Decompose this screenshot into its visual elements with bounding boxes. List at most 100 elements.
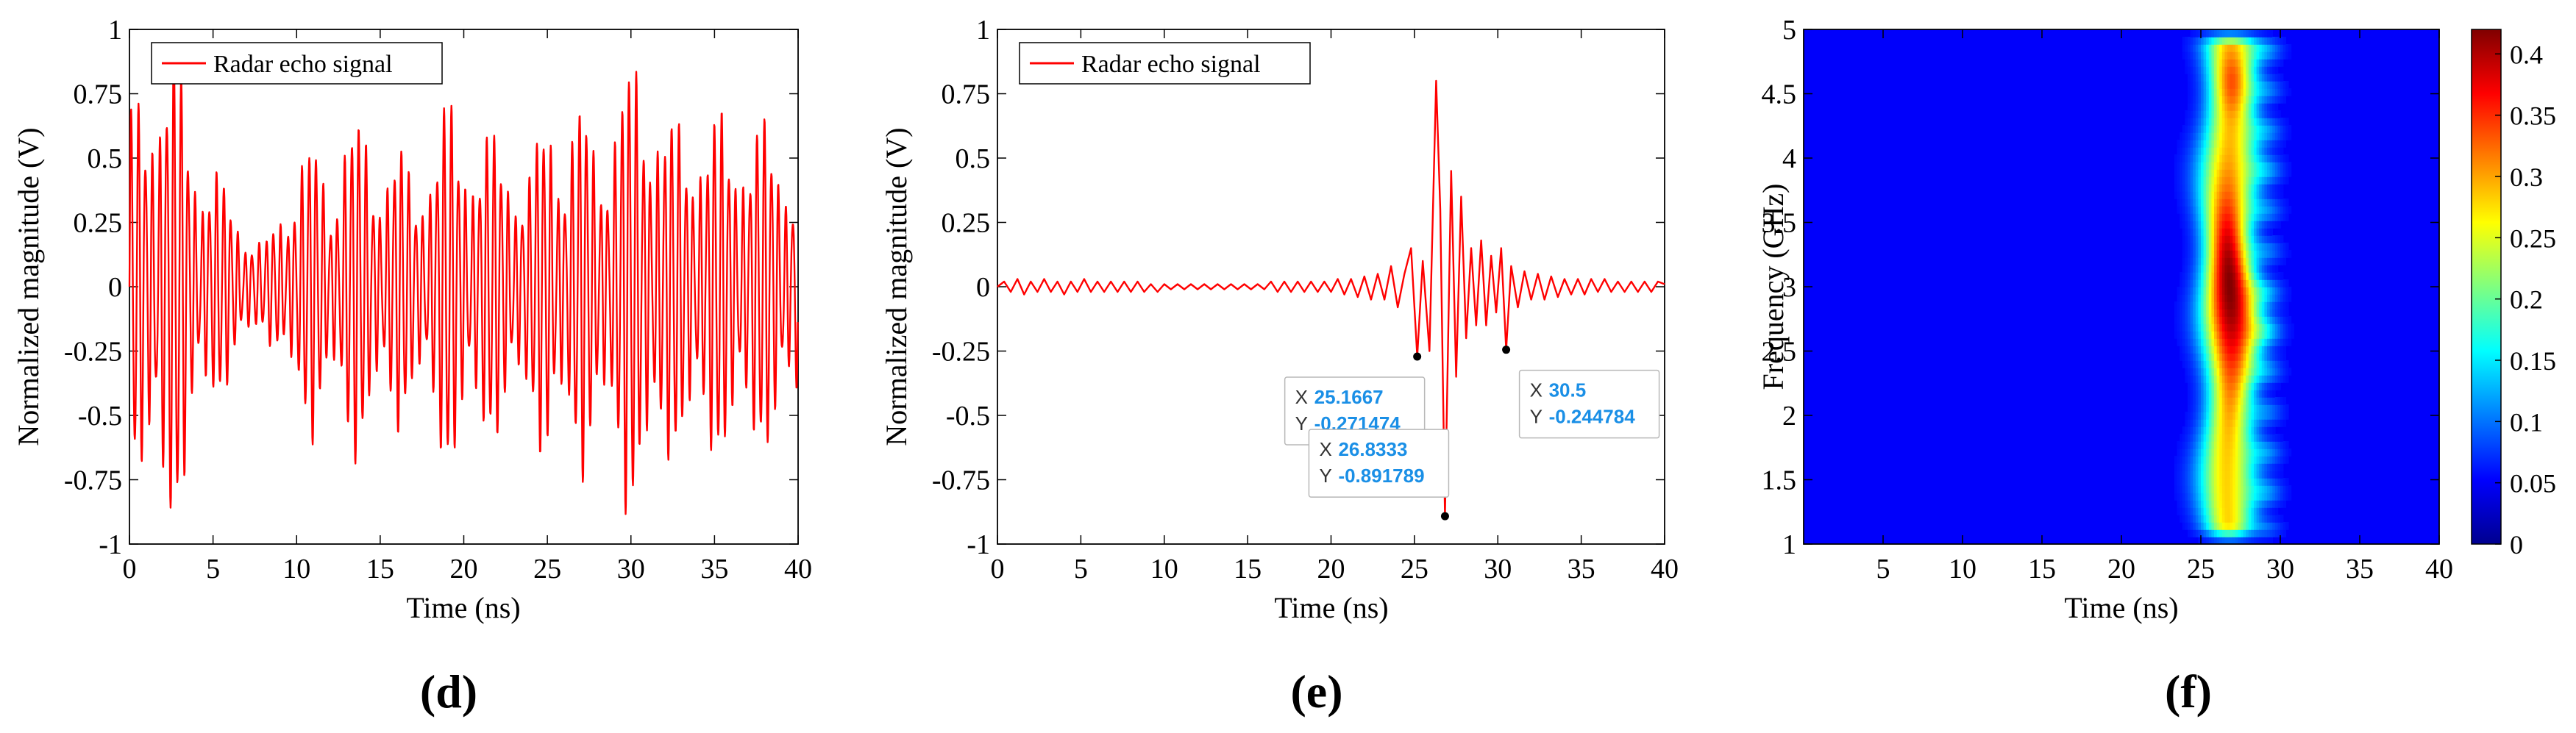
heatmap-cell [2221, 176, 2226, 185]
heatmap-cell [2285, 448, 2289, 457]
heatmap-cell [2201, 368, 2205, 376]
heatmap-cell [2235, 485, 2239, 493]
heatmap-cell [2208, 397, 2213, 405]
heatmap-cell [2285, 368, 2289, 376]
heatmap-cell [2259, 191, 2263, 199]
heatmap-cell [2288, 206, 2292, 214]
heatmap-cell [2267, 529, 2271, 537]
heatmap-cell [2195, 88, 2199, 96]
heatmap-cell [2232, 96, 2236, 104]
heatmap-cell [2219, 191, 2223, 199]
heatmap-cell [2272, 390, 2276, 398]
heatmap-cell [2264, 331, 2268, 339]
heatmap-cell [2264, 515, 2268, 523]
heatmap-cell [2267, 265, 2271, 273]
heatmap-cell [2243, 169, 2246, 177]
heatmap-cell [2203, 485, 2207, 493]
heatmap-cell [2261, 118, 2266, 126]
heatmap-cell [2221, 412, 2226, 420]
heatmap-cell [2224, 265, 2228, 273]
heatmap-cell [2190, 206, 2193, 214]
heatmap-cell [2238, 191, 2241, 199]
heatmap-cell [2190, 397, 2193, 405]
heatmap-cell [2198, 96, 2202, 104]
heatmap-cell [2182, 331, 2186, 339]
heatmap-cell [2235, 221, 2239, 229]
heatmap-cell [2208, 522, 2213, 530]
heatmap-cell [2256, 162, 2260, 170]
heatmap-cell [2272, 463, 2276, 471]
heatmap-cell [2248, 96, 2252, 104]
y-tick-label: 5 [1782, 15, 1796, 46]
heatmap-cell [2188, 213, 2191, 221]
heatmap-cell [2248, 397, 2252, 405]
heatmap-cell [2248, 103, 2252, 111]
heatmap-cell [2235, 346, 2239, 354]
heatmap-cell [2269, 368, 2273, 376]
heatmap-cell [2188, 132, 2191, 140]
panel-label-d: (d) [420, 665, 477, 718]
heatmap-cell [2274, 463, 2279, 471]
heatmap-cell [2232, 184, 2236, 192]
heatmap-cell [2254, 537, 2257, 544]
heatmap-cell [2208, 228, 2213, 236]
heatmap-cell [2254, 471, 2257, 479]
heatmap-cell [2195, 279, 2199, 287]
heatmap-cell [2180, 162, 2183, 170]
heatmap-cell [2248, 471, 2252, 479]
heatmap-cell [2285, 118, 2289, 126]
heatmap-cell [2235, 478, 2239, 486]
heatmap-cell [2230, 412, 2233, 420]
heatmap-cell [2216, 272, 2220, 280]
heatmap-cell [2230, 507, 2233, 515]
heatmap-cell [2238, 118, 2241, 126]
heatmap-cell [2206, 287, 2210, 295]
heatmap-cell [2211, 243, 2215, 251]
heatmap-cell [2269, 346, 2273, 354]
heatmap-cell [2221, 191, 2226, 199]
heatmap-cell [2201, 331, 2205, 339]
heatmap-cell [2190, 37, 2193, 45]
heatmap-cell [2221, 294, 2226, 302]
heatmap-cell [2277, 81, 2281, 89]
heatmap-cell [2280, 463, 2284, 471]
heatmap-cell [2198, 206, 2202, 214]
heatmap-cell [2190, 199, 2193, 207]
heatmap-cell [2193, 88, 2196, 96]
heatmap-cell [2201, 493, 2205, 501]
heatmap-cell [2274, 154, 2279, 162]
heatmap-cell [2193, 74, 2196, 82]
y-tick-label: 2.5 [1762, 337, 1797, 368]
heatmap-cell [2198, 250, 2202, 258]
heatmap-cell [2221, 81, 2226, 89]
heatmap-cell [2190, 228, 2193, 236]
heatmap-cell [2214, 287, 2218, 295]
heatmap-cell [2272, 272, 2276, 280]
heatmap-cell [2198, 294, 2202, 302]
heatmap-cell [2188, 96, 2191, 104]
heatmap-cell [2269, 213, 2273, 221]
heatmap-cell [2261, 309, 2266, 317]
heatmap-cell [2264, 412, 2268, 420]
heatmap-cell [2224, 279, 2228, 287]
heatmap-cell [2259, 265, 2263, 273]
heatmap-cell [2261, 110, 2266, 118]
heatmap-cell [2246, 265, 2249, 273]
heatmap-cell [2235, 59, 2239, 67]
heatmap-cell [2269, 44, 2273, 52]
heatmap-cell [2277, 287, 2281, 295]
heatmap-cell [2216, 441, 2220, 449]
heatmap-cell [2248, 316, 2252, 324]
heatmap-cell [2195, 243, 2199, 251]
heatmap-cell [2208, 375, 2213, 383]
heatmap-cell [2216, 88, 2220, 96]
heatmap-cell [2203, 375, 2207, 383]
heatmap-cell [2221, 221, 2226, 229]
heatmap-cell [2219, 375, 2223, 383]
heatmap-cell [2259, 397, 2263, 405]
heatmap-cell [2235, 287, 2239, 295]
heatmap-cell [2185, 59, 2188, 67]
heatmap-cell [2254, 265, 2257, 273]
heatmap-cell [2203, 169, 2207, 177]
heatmap-cell [2269, 507, 2273, 515]
